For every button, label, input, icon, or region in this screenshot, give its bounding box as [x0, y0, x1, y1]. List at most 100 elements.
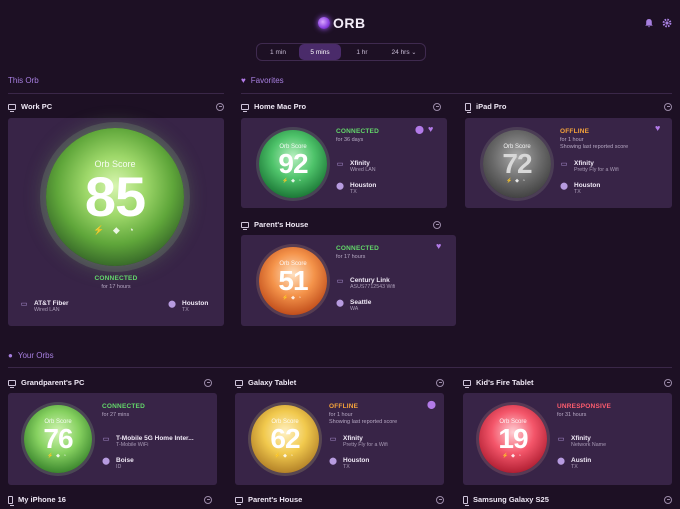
isp-info: ▭ Xfinity Pretty Fly for a Wifi: [329, 435, 388, 448]
location-region: WA: [350, 306, 359, 312]
section-your-orbs-label: Your Orbs: [17, 351, 54, 360]
location-pin-icon[interactable]: ⬤: [415, 125, 424, 134]
location-region: TX: [574, 189, 581, 195]
person-icon: ●: [8, 351, 13, 360]
card-header-kids-fire-tablet: Kid's Fire Tablet: [463, 378, 672, 388]
card-header-samsung-galaxy: Samsung Galaxy S25: [463, 495, 672, 506]
monitor-icon: [235, 496, 243, 505]
wifi-icon: ▭: [557, 436, 565, 443]
more-options-icon[interactable]: [433, 102, 441, 111]
orb-card-kids-fire-tablet[interactable]: Orb Score 19 ⚡◆◔ UNRESPONSIVE for 31 hou…: [463, 393, 672, 485]
location-pin-icon: ⬤: [102, 458, 110, 465]
time-range-5mins[interactable]: 5 mins: [299, 44, 341, 60]
monitor-icon: [241, 221, 249, 230]
card-title: Parent's House: [254, 220, 309, 229]
tablet-icon: [465, 102, 471, 113]
status-duration: for 36 days: [336, 137, 364, 143]
section-this-orb: This Orb: [8, 76, 39, 85]
favorite-heart-icon[interactable]: ♥: [428, 124, 434, 134]
favorite-heart-icon[interactable]: ♥: [655, 123, 661, 133]
location-pin-icon[interactable]: ⬤: [427, 400, 436, 409]
status-badge: OFFLINE: [560, 128, 590, 135]
more-options-icon[interactable]: [216, 102, 224, 111]
heart-icon: ♥: [241, 76, 246, 85]
section-this-orb-label: This Orb: [8, 76, 39, 85]
bell-icon[interactable]: [643, 17, 655, 29]
orb-card-galaxy-tablet[interactable]: Orb Score 62 ⚡◆◔ OFFLINE for 1 hour Show…: [235, 393, 444, 485]
orb-metric-icons: ⚡◆◔: [46, 453, 70, 459]
connection-type: Pretty Fly for a Wifi: [574, 167, 619, 173]
status-badge: UNRESPONSIVE: [557, 403, 612, 410]
orb-score-label: Orb Score: [44, 419, 72, 425]
more-options-icon[interactable]: [204, 378, 212, 387]
card-header-galaxy-tablet: Galaxy Tablet: [235, 378, 444, 388]
orb-metric-icons: ⚡◆◔: [501, 453, 525, 459]
time-range-24hrs-label: 24 hrs: [391, 48, 410, 56]
orb-card-grandparents-pc[interactable]: Orb Score 76 ⚡◆◔ CONNECTED for 27 mins ▭…: [8, 393, 217, 485]
logo-text: ORB: [333, 15, 366, 31]
location-city: Houston: [343, 457, 370, 464]
location-region: TX: [350, 189, 357, 195]
isp-name: AT&T Fiber: [34, 300, 69, 307]
card-title: Work PC: [21, 102, 53, 111]
orb-score-label: Orb Score: [94, 158, 136, 169]
location-info: ⬤ Houston TX: [329, 457, 369, 470]
location-info: ⬤ Houston TX: [168, 300, 208, 313]
orb-logo[interactable]: ORB: [318, 15, 366, 31]
orb-score-visual: Orb Score 72 ⚡◆◔: [483, 130, 551, 198]
time-range-1hr[interactable]: 1 hr: [356, 48, 368, 56]
orb-score-value: 51: [278, 265, 308, 296]
orb-score-visual: Orb Score 85 ⚡ ◆ ◔: [46, 128, 184, 266]
orb-score-visual: Orb Score 51 ⚡◆◔: [259, 247, 327, 315]
card-header-my-iphone: My iPhone 16: [8, 495, 212, 506]
more-options-icon[interactable]: [436, 495, 444, 504]
card-header-parents-house: Parent's House: [241, 220, 441, 230]
connection-type: Wired LAN: [34, 307, 60, 313]
time-range-24hrs[interactable]: 24 hrs ⌄: [383, 44, 425, 60]
section-your-orbs: ● Your Orbs: [8, 351, 54, 360]
card-title: Home Mac Pro: [254, 102, 307, 111]
orb-score-value: 85: [84, 164, 146, 228]
location-info: ⬤ Seattle WA: [336, 299, 371, 312]
orb-score-label: Orb Score: [499, 419, 527, 425]
status-badge: CONNECTED: [102, 403, 145, 410]
orb-score-label: Orb Score: [503, 144, 531, 150]
more-options-icon[interactable]: [433, 220, 441, 229]
location-pin-icon: ⬤: [557, 458, 565, 465]
gear-icon[interactable]: [661, 17, 673, 29]
location-pin-icon: ⬤: [168, 301, 176, 308]
wifi-icon: ▭: [329, 436, 337, 443]
more-options-icon[interactable]: [664, 378, 672, 387]
more-options-icon[interactable]: [664, 102, 672, 111]
location-region: TX: [182, 307, 189, 313]
isp-name: Century Link: [350, 277, 390, 284]
location-info: ⬤ Houston TX: [560, 182, 600, 195]
status-duration: for 17 hours: [101, 284, 131, 290]
location-pin-icon: ⬤: [329, 458, 337, 465]
more-options-icon[interactable]: [204, 495, 212, 504]
card-title: Galaxy Tablet: [248, 378, 297, 387]
status-duration: for 1 hour: [560, 137, 584, 143]
wifi-icon: ▭: [102, 436, 110, 443]
favorite-heart-icon[interactable]: ♥: [436, 241, 442, 251]
time-range-1min[interactable]: 1 min: [270, 48, 286, 56]
orb-score-label: Orb Score: [279, 261, 307, 267]
orb-score-visual: Orb Score 92 ⚡◆◔: [259, 130, 327, 198]
more-options-icon[interactable]: [664, 495, 672, 504]
divider: [241, 93, 672, 94]
status-duration: for 17 hours: [336, 254, 366, 260]
status-note: Showing last reported score: [329, 419, 398, 425]
isp-info: ▭ Xfinity Pretty Fly for a Wifi: [560, 160, 619, 173]
more-options-icon[interactable]: [436, 378, 444, 387]
location-pin-icon: ⬤: [336, 183, 344, 190]
orb-card-ipad-pro[interactable]: Orb Score 72 ⚡◆◔ OFFLINE for 1 hour Show…: [465, 118, 672, 208]
location-pin-icon: ⬤: [336, 300, 344, 307]
time-range-selector: 1 min 5 mins 1 hr 24 hrs ⌄: [256, 43, 426, 61]
orb-card-work-pc[interactable]: Orb Score 85 ⚡ ◆ ◔ CONNECTED for 17 hour…: [8, 118, 224, 326]
connection-type: Wired LAN: [350, 167, 376, 173]
orb-card-parents-house[interactable]: Orb Score 51 ⚡◆◔ CONNECTED for 17 hours …: [241, 235, 456, 326]
connection-type: ASUS7712543 Wifi: [350, 284, 396, 290]
orb-score-value: 19: [498, 423, 528, 454]
orb-card-home-mac-pro[interactable]: Orb Score 92 ⚡◆◔ CONNECTED for 36 days ⬤…: [241, 118, 447, 208]
location-region: TX: [571, 464, 578, 470]
